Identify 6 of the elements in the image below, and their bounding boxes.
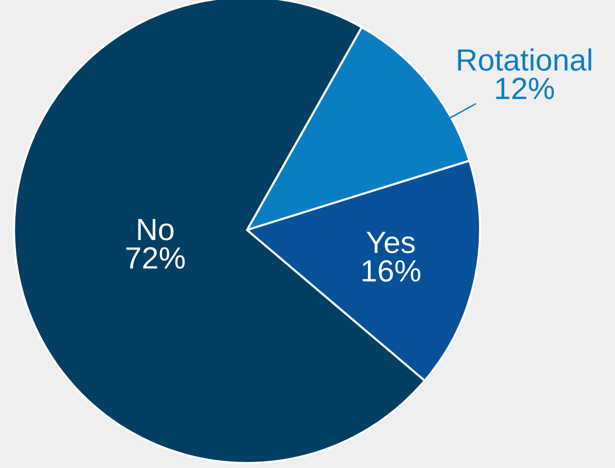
data-label: 16%	[362, 260, 420, 282]
data-label: 72%	[126, 247, 185, 269]
slice-label: Rotational	[458, 48, 592, 71]
data-label: 12%	[496, 78, 554, 100]
slice-label: Yes	[366, 232, 415, 254]
slice-label: No	[138, 218, 174, 240]
